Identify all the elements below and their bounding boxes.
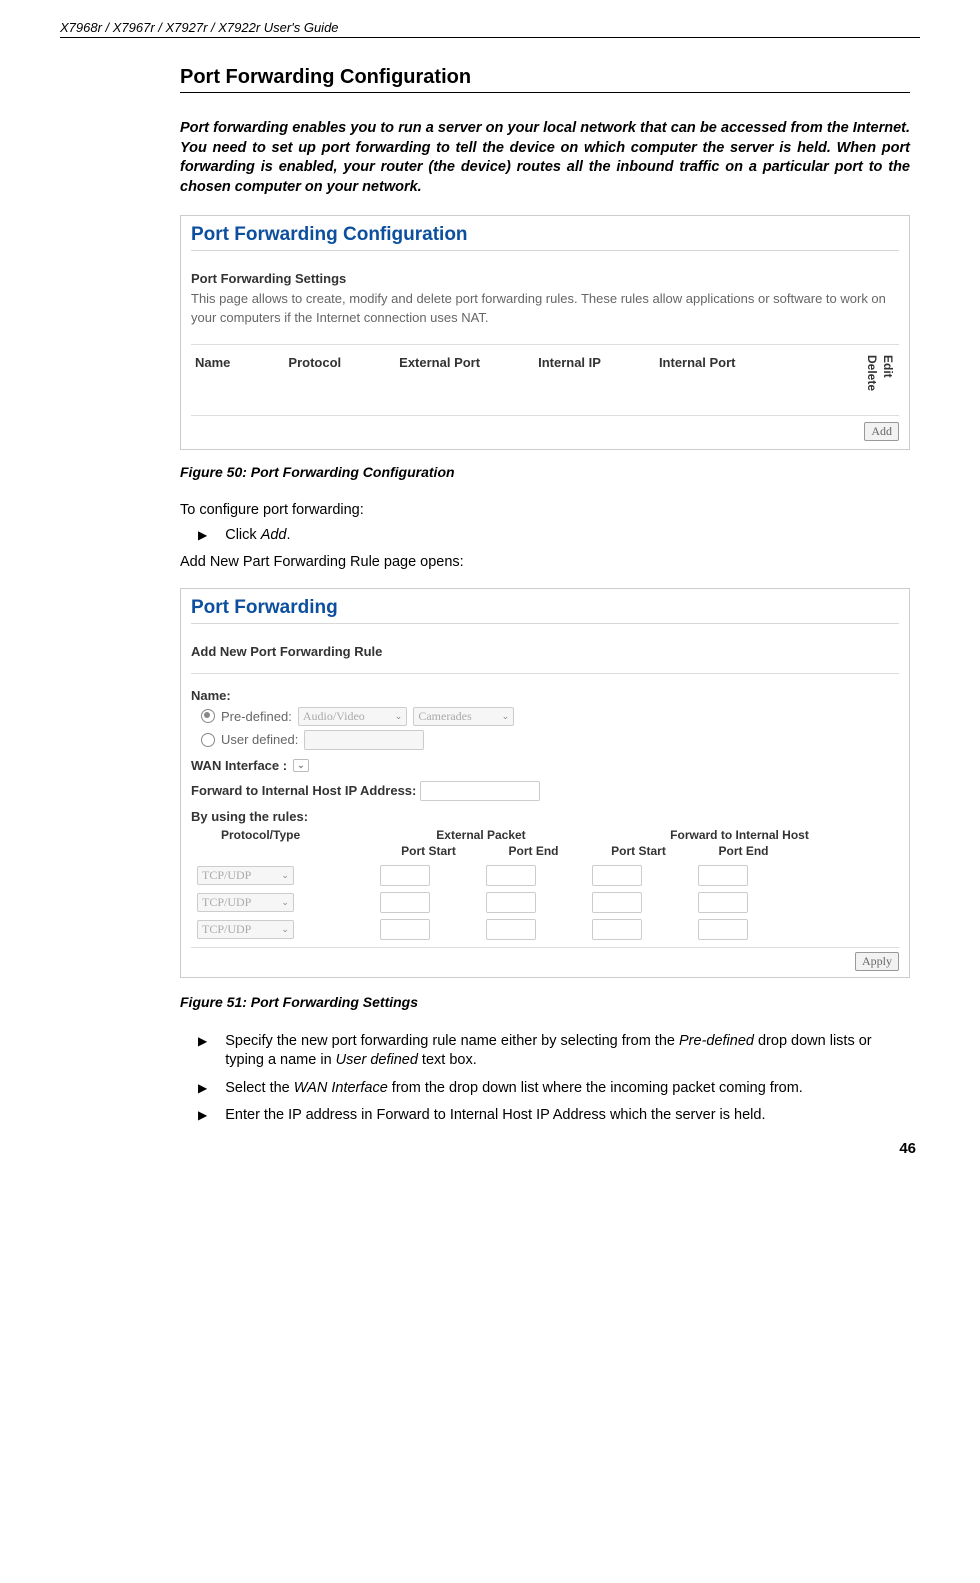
rule-row: TCP/UDP ⌄	[191, 889, 899, 916]
bullet-click-add-prefix: Click	[225, 527, 260, 543]
protocol-select[interactable]: TCP/UDP ⌄	[197, 893, 294, 912]
fwd-port-start-input[interactable]	[592, 919, 642, 940]
rules-header-ext-pend: Port End	[481, 844, 586, 858]
shot2-underline	[191, 623, 899, 624]
shot2-subtitle: Add New Port Forwarding Rule	[191, 644, 899, 659]
fwd-port-end-input[interactable]	[698, 865, 748, 886]
bullet-marker-icon: ▶	[198, 1079, 207, 1099]
chevron-down-icon: ⌄	[395, 711, 403, 722]
rules-header-external: External Packet	[376, 828, 586, 842]
bullet-marker-icon: ▶	[198, 1106, 207, 1126]
shot1-desc: This page allows to create, modify and d…	[191, 290, 899, 328]
header-guide-title: X7968r / X7967r / X7927r / X7922r User's…	[60, 20, 920, 35]
shot1-table-header-row: Name Protocol External Port Internal IP …	[191, 344, 899, 416]
rules-header-fwd-pend: Port End	[691, 844, 796, 858]
fwd-port-start-input[interactable]	[592, 865, 642, 886]
col-protocol: Protocol	[288, 355, 341, 370]
predefined-category-value: Audio/Video	[303, 709, 365, 724]
bullet-select-wan: Select the WAN Interface from the drop d…	[225, 1079, 910, 1099]
protocol-value: TCP/UDP	[202, 922, 251, 937]
em: WAN Interface	[294, 1080, 388, 1096]
screenshot-port-forwarding-config: Port Forwarding Configuration Port Forwa…	[180, 215, 910, 450]
shot1-underline	[191, 250, 899, 251]
shot2-title: Port Forwarding	[191, 597, 899, 619]
rules-header-protocol: Protocol/Type	[197, 828, 376, 842]
em: Pre-defined	[679, 1033, 754, 1049]
bullet-click-add-em: Add	[261, 527, 287, 543]
rule-row: TCP/UDP ⌄	[191, 916, 899, 943]
txt: from the drop down list where the incomi…	[388, 1080, 803, 1096]
shot1-subtitle: Port Forwarding Settings	[191, 271, 899, 286]
em: User defined	[336, 1052, 418, 1068]
chevron-down-icon: ⌄	[502, 711, 510, 722]
rules-label: By using the rules:	[191, 809, 899, 824]
apply-button[interactable]: Apply	[855, 952, 899, 971]
col-edit: Edit	[881, 355, 895, 391]
shot1-title: Port Forwarding Configuration	[191, 224, 899, 246]
ext-port-end-input[interactable]	[486, 919, 536, 940]
txt: text box.	[418, 1052, 477, 1068]
col-external-port: External Port	[399, 355, 480, 370]
bullet-marker-icon: ▶	[198, 1032, 207, 1071]
userdefined-label: User defined:	[221, 732, 298, 747]
predefined-app-value: Camerades	[418, 709, 471, 724]
chevron-down-icon: ⌄	[281, 870, 289, 881]
protocol-select[interactable]: TCP/UDP ⌄	[197, 920, 294, 939]
name-label: Name:	[191, 688, 899, 703]
col-internal-ip: Internal IP	[538, 355, 601, 370]
figure-50-caption: Figure 50: Port Forwarding Configuration	[180, 464, 910, 480]
col-name: Name	[195, 355, 230, 370]
rule-row: TCP/UDP ⌄	[191, 862, 899, 889]
txt: Select the	[225, 1080, 294, 1096]
wan-interface-label: WAN Interface :	[191, 758, 287, 773]
col-internal-port: Internal Port	[659, 355, 736, 370]
bullet-marker-icon: ▶	[198, 526, 207, 546]
bullet-click-add: Click Add.	[225, 526, 910, 546]
section-title: Port Forwarding Configuration	[180, 66, 910, 93]
ext-port-start-input[interactable]	[380, 919, 430, 940]
page-number: 46	[60, 1140, 920, 1157]
predefined-category-select[interactable]: Audio/Video ⌄	[298, 707, 408, 726]
predefined-app-select[interactable]: Camerades ⌄	[413, 707, 514, 726]
protocol-value: TCP/UDP	[202, 895, 251, 910]
protocol-value: TCP/UDP	[202, 868, 251, 883]
rules-header-ext-pstart: Port Start	[376, 844, 481, 858]
configure-intro-line: To configure port forwarding:	[180, 502, 910, 518]
ext-port-end-input[interactable]	[486, 892, 536, 913]
protocol-select[interactable]: TCP/UDP ⌄	[197, 866, 294, 885]
forward-host-input[interactable]	[420, 781, 540, 801]
figure-51-caption: Figure 51: Port Forwarding Settings	[180, 994, 910, 1010]
bullet-enter-ip: Enter the IP address in Forward to Inter…	[225, 1106, 910, 1126]
txt: Specify the new port forwarding rule nam…	[225, 1033, 679, 1049]
header-divider	[60, 37, 920, 38]
ext-port-start-input[interactable]	[380, 892, 430, 913]
userdefined-input[interactable]	[304, 730, 424, 750]
rules-header-forward: Forward to Internal Host	[586, 828, 893, 842]
bullet-specify-name: Specify the new port forwarding rule nam…	[225, 1032, 910, 1071]
screenshot-port-forwarding-add: Port Forwarding Add New Port Forwarding …	[180, 588, 910, 978]
add-new-line: Add New Part Forwarding Rule page opens:	[180, 554, 910, 570]
predefined-label: Pre-defined:	[221, 709, 292, 724]
chevron-down-icon: ⌄	[281, 897, 289, 908]
userdefined-radio[interactable]	[201, 733, 215, 747]
ext-port-end-input[interactable]	[486, 865, 536, 886]
section-intro: Port forwarding enables you to run a ser…	[180, 119, 910, 197]
fwd-port-end-input[interactable]	[698, 892, 748, 913]
wan-interface-select[interactable]: ⌄	[293, 759, 309, 772]
rules-header-fwd-pstart: Port Start	[586, 844, 691, 858]
add-button[interactable]: Add	[864, 422, 899, 441]
fwd-port-end-input[interactable]	[698, 919, 748, 940]
chevron-down-icon: ⌄	[281, 924, 289, 935]
col-delete: Delete	[865, 355, 879, 391]
predefined-radio[interactable]	[201, 709, 215, 723]
ext-port-start-input[interactable]	[380, 865, 430, 886]
forward-host-label: Forward to Internal Host IP Address:	[191, 783, 416, 798]
chevron-down-icon: ⌄	[297, 760, 305, 770]
fwd-port-start-input[interactable]	[592, 892, 642, 913]
